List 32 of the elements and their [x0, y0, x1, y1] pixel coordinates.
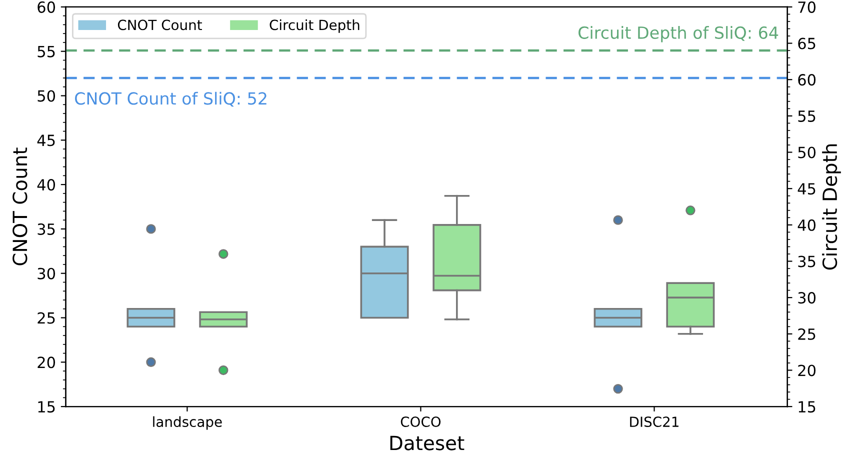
y-tick-label: 30 [38, 268, 56, 280]
ref-line-label: Circuit Depth of SliQ: 64 [578, 26, 778, 42]
y-tick-label: 40 [37, 179, 56, 191]
y-tick-label: 60 [38, 1, 56, 13]
legend-label: Circuit Depth [270, 19, 360, 33]
y2-tick-label: 55 [798, 110, 816, 122]
y-tick-label: 25 [38, 312, 55, 324]
y-tick-label: 45 [37, 134, 55, 146]
y2-tick-label: 65 [798, 38, 816, 50]
y-tick-label: 50 [38, 90, 56, 102]
x-tick-label: DISC21 [630, 416, 678, 428]
y2-tick-label: 40 [798, 219, 816, 231]
y-tick-label: 55 [38, 46, 55, 58]
y2-tick-label: 15 [798, 401, 816, 413]
y2-axis-title: Circuit Depth [822, 144, 841, 270]
y-tick-label: 15 [38, 401, 55, 413]
y2-tick-label: 20 [798, 364, 816, 376]
x-axis-title: Dateset [390, 436, 464, 450]
y2-tick-label: 50 [798, 146, 816, 158]
y2-tick-label: 35 [798, 256, 816, 268]
y-axis-title: CNOT Count [12, 148, 28, 266]
ref-line-label: CNOT Count of SliQ: 52 [75, 92, 266, 107]
y2-tick-label: 60 [798, 74, 816, 86]
y-tick-label: 35 [38, 223, 55, 235]
y2-tick-label: 25 [798, 328, 816, 340]
x-tick-label: landscape [153, 416, 222, 430]
x-tick-label: COCO [400, 416, 441, 428]
legend-label: CNOT Count [118, 20, 202, 30]
y2-tick-label: 30 [798, 292, 816, 304]
y-tick-label: 20 [38, 356, 56, 368]
y2-tick-label: 70 [798, 1, 816, 13]
y2-tick-label: 45 [798, 183, 816, 195]
